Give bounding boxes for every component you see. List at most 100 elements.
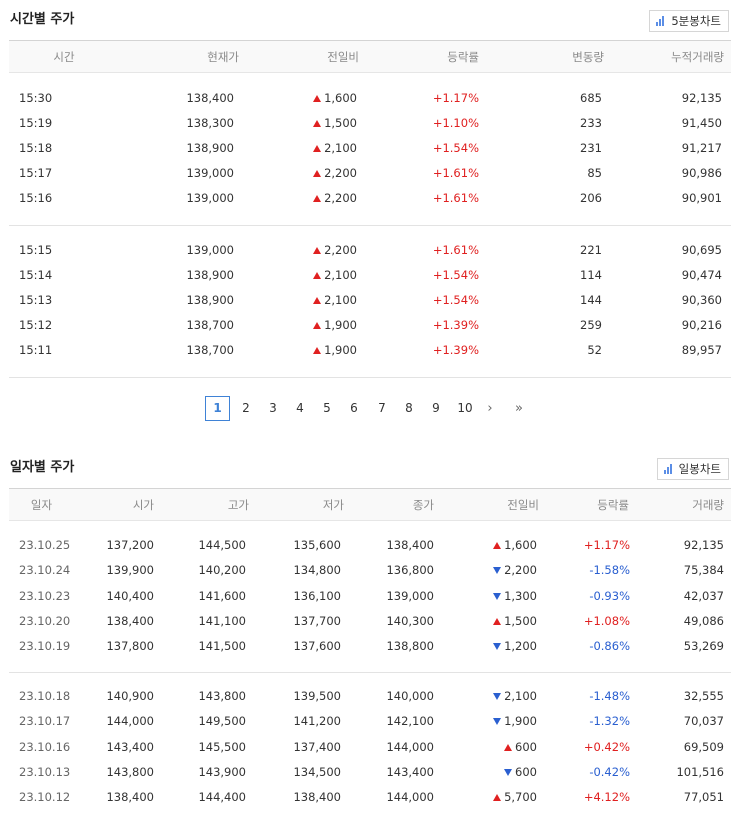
five-minute-chart-label: 5분봉차트 (671, 14, 721, 28)
page-7-link[interactable]: 7 (378, 401, 386, 415)
rate-cell: +4.12% (583, 790, 630, 805)
vol-cell: 85 (587, 166, 602, 180)
vol-cell: 101,516 (676, 764, 724, 779)
table-row: 23.10.25 137,200 144,500 135,600 138,400 1,60… (9, 533, 731, 558)
low-cell: 139,500 (293, 689, 341, 703)
change-cell: 1,300 (469, 584, 537, 609)
page-6-link[interactable]: 6 (350, 401, 358, 415)
date-cell: 23.10.13 (19, 764, 71, 779)
high-cell: 149,500 (198, 714, 246, 729)
up-arrow-icon (313, 95, 322, 102)
vol-cell: 70,037 (683, 714, 724, 729)
price-cell: 138,900 (186, 268, 234, 282)
up-arrow-icon (313, 145, 322, 152)
high-cell: 141,100 (198, 613, 246, 628)
high-cell: 141,500 (198, 639, 246, 654)
low-cell: 137,400 (293, 739, 341, 754)
open-cell: 140,900 (106, 689, 154, 703)
column-header: 전일비 (507, 498, 539, 512)
change-cell: 2,200 (279, 186, 357, 211)
rate-cell: -0.93% (589, 588, 630, 603)
change-cell: 1,900 (279, 338, 357, 363)
page-1-link[interactable]: 1 (205, 396, 230, 421)
rate-cell: +1.61% (432, 243, 479, 257)
page-4-link[interactable]: 4 (296, 401, 304, 415)
close-cell: 142,100 (386, 714, 434, 729)
rate-cell: +1.54% (432, 268, 479, 282)
page-10-link[interactable]: 10 (457, 401, 473, 415)
low-cell: 134,800 (293, 563, 341, 578)
rate-cell: -0.86% (589, 639, 630, 654)
change-cell: 5,700 (469, 785, 537, 810)
rate-cell: +1.08% (583, 613, 630, 628)
cum-cell: 89,957 (681, 343, 722, 357)
up-arrow-icon (313, 170, 322, 177)
time-cell: 15:17 (19, 166, 53, 180)
date-cell: 23.10.23 (19, 588, 71, 603)
page-8-link[interactable]: 8 (405, 401, 413, 415)
column-header: 등락률 (447, 50, 479, 64)
open-cell: 137,800 (106, 639, 154, 654)
cum-cell: 90,360 (681, 293, 722, 307)
change-value: 2,200 (324, 191, 357, 205)
page-3-link[interactable]: 3 (269, 401, 277, 415)
rate-cell: +1.54% (432, 293, 479, 307)
rate-cell: -1.32% (589, 714, 630, 729)
rate-cell: +1.61% (432, 191, 479, 205)
open-cell: 140,400 (106, 588, 154, 603)
five-minute-chart-button[interactable]: 5분봉차트 (649, 10, 729, 32)
last-page-icon[interactable]: » (515, 401, 523, 416)
table-row: 15:15 139,000 2,200 +1.61% 221 90,695 (9, 238, 731, 263)
column-header: 저가 (322, 498, 344, 512)
change-cell: 1,500 (279, 111, 357, 136)
table-row: 23.10.12 138,400 144,400 138,400 144,000 5,70… (9, 785, 731, 810)
up-arrow-icon (313, 347, 322, 354)
change-value: 2,100 (324, 141, 357, 155)
page-9-link[interactable]: 9 (432, 401, 440, 415)
vol-cell: 221 (580, 243, 602, 257)
column-header: 등락률 (597, 498, 629, 512)
page-2-link[interactable]: 2 (242, 401, 250, 415)
change-cell: 1,900 (469, 709, 537, 734)
hourly-section-title: 시간별 주가 (10, 12, 75, 27)
table-row: 23.10.24 139,900 140,200 134,800 136,800 2,20… (9, 558, 731, 583)
date-cell: 23.10.12 (19, 790, 71, 805)
daily-section-header: 일자별 주가 일봉차트 (0, 452, 731, 484)
table-row: 23.10.16 143,400 145,500 137,400 144,000 600 +… (9, 735, 731, 760)
column-header: 시가 (132, 498, 154, 512)
price-cell: 139,000 (186, 191, 234, 205)
hourly-table-header: 시간 현재가 전일비 등락률 변동량 누적거래량 (9, 40, 731, 73)
change-value: 1,900 (324, 343, 357, 357)
close-cell: 140,000 (386, 689, 434, 703)
column-header: 거래량 (692, 498, 724, 512)
daily-chart-button[interactable]: 일봉차트 (656, 458, 729, 480)
change-value: 5,700 (504, 790, 537, 805)
table-row: 15:13 138,900 2,100 +1.54% 144 90,360 (9, 288, 731, 313)
rate-cell: +1.61% (432, 166, 479, 180)
next-page-icon[interactable]: › (487, 401, 493, 416)
table-row: 15:18 138,900 2,100 +1.54% 231 91,217 (9, 136, 731, 161)
column-header: 고가 (227, 498, 249, 512)
change-value: 600 (515, 764, 537, 779)
column-header: 현재가 (207, 50, 239, 64)
high-cell: 140,200 (198, 563, 246, 578)
table-row: 15:16 139,000 2,200 +1.61% 206 90,901 (9, 186, 731, 211)
row-divider (9, 672, 731, 673)
close-cell: 138,400 (386, 538, 434, 552)
column-header: 누적거래량 (671, 50, 724, 64)
up-arrow-icon (313, 272, 322, 279)
time-cell: 15:16 (19, 191, 53, 205)
change-cell: 1,200 (469, 634, 537, 659)
date-cell: 23.10.24 (19, 563, 71, 578)
cum-cell: 90,695 (681, 243, 722, 257)
bar-chart-icon (656, 16, 666, 26)
change-value: 2,200 (324, 243, 357, 257)
cum-cell: 90,216 (681, 318, 722, 332)
page-5-link[interactable]: 5 (323, 401, 331, 415)
price-cell: 139,000 (186, 166, 234, 180)
up-arrow-icon (313, 120, 322, 127)
column-header: 종가 (412, 498, 434, 512)
close-cell: 143,400 (386, 764, 434, 779)
change-value: 1,600 (504, 538, 537, 552)
change-value: 1,600 (324, 91, 357, 105)
